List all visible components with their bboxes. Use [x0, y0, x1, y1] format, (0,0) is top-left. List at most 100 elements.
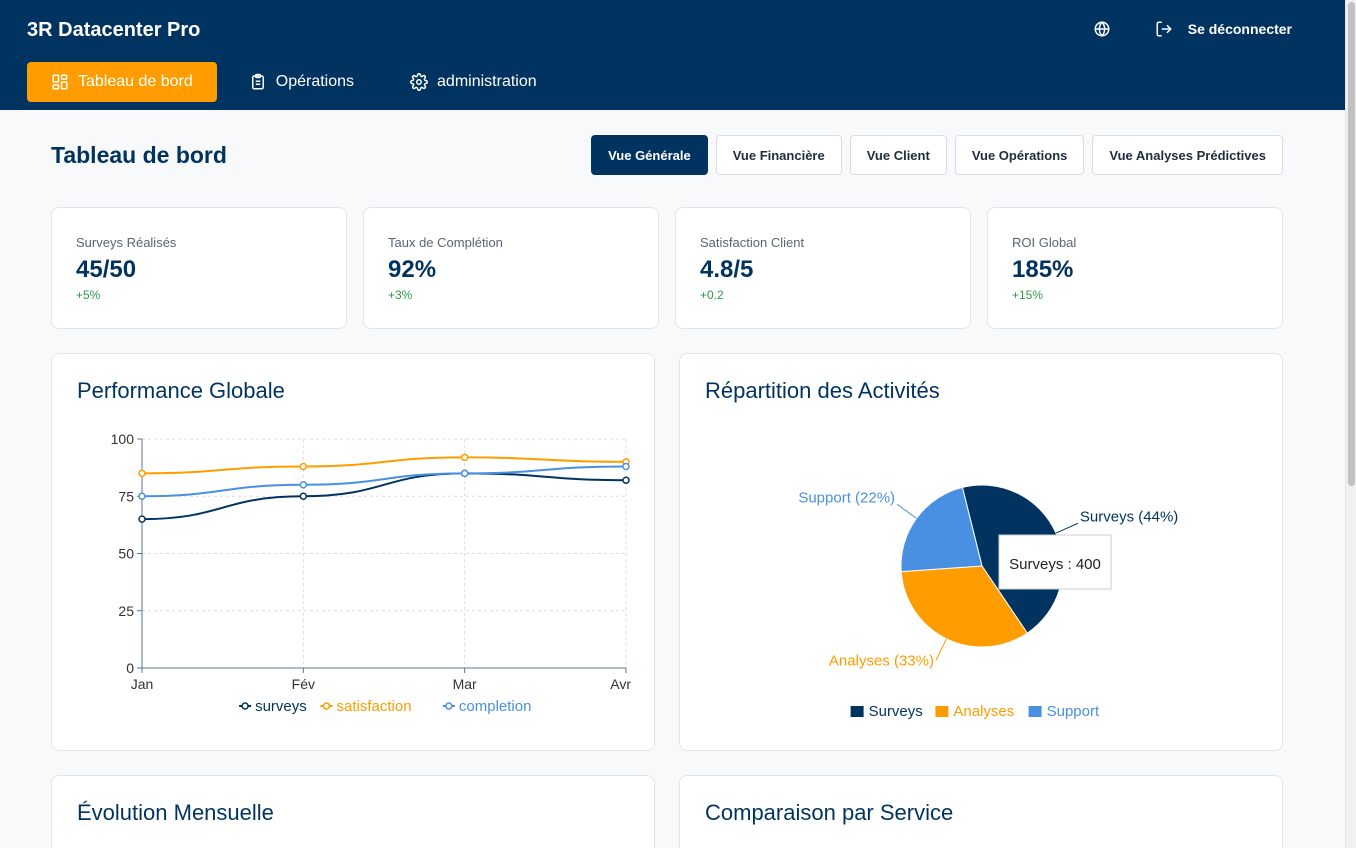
kpi-label: Surveys Réalisés	[76, 235, 177, 250]
pie-leader-line	[1055, 522, 1079, 534]
legend-item-support: Support	[1028, 703, 1100, 720]
tab-vue-generale[interactable]: Vue Générale	[591, 135, 708, 175]
legend-item-analyses: Analyses	[935, 703, 1014, 720]
nav-item-operations[interactable]: Opérations	[227, 62, 400, 102]
legend-swatch	[935, 706, 949, 717]
kpi-value: 45/50	[76, 256, 137, 283]
gear-icon	[410, 73, 428, 91]
x-tick-label: Mar	[453, 676, 477, 692]
comparaison-card: Comparaison par Service	[679, 775, 1283, 848]
data-point-surveys	[622, 476, 630, 484]
tab-vue-analyses-predictives[interactable]: Vue Analyses Prédictives	[1092, 135, 1283, 175]
data-point-completion	[460, 469, 469, 478]
x-tick-label: Jan	[131, 676, 154, 692]
clipboard-icon	[251, 73, 264, 90]
kpi-label: Taux de Complétion	[388, 235, 503, 250]
pie-label-support: Support (22%)	[798, 489, 895, 506]
data-point-satisfaction	[138, 469, 146, 478]
kpi-delta: +15%	[1012, 288, 1044, 302]
series-line-completion	[141, 465, 627, 498]
pie-label-surveys: Surveys (44%)	[1080, 508, 1178, 525]
pie-tooltip: Surveys : 400	[998, 534, 1112, 590]
repartition-card: Répartition des Activités Surveys (44%) A…	[679, 353, 1283, 751]
kpi-delta: +5%	[76, 288, 101, 302]
pie-chart: Surveys (44%) Analyses (33%) Support (22%)…	[798, 484, 1178, 720]
y-tick-label: 100	[111, 431, 135, 447]
nav-item-label: administration	[437, 73, 537, 90]
pie-tooltip-text: Surveys : 400	[1009, 556, 1101, 573]
globe-icon[interactable]	[1093, 20, 1111, 38]
legend-label: Support	[1047, 703, 1100, 720]
y-tick-label: 25	[118, 603, 134, 619]
logout-icon	[1156, 21, 1172, 37]
kpi-label: ROI Global	[1012, 235, 1077, 250]
legend-label: Surveys	[869, 703, 923, 720]
top-bar: 3R Datacenter Pro Se déconnecter Tableau…	[0, 0, 1345, 110]
pie-leader-line	[935, 638, 947, 661]
y-tick-label: 75	[118, 488, 134, 504]
page-scrollbar[interactable]	[1345, 0, 1356, 848]
card-title: Comparaison par Service	[705, 800, 954, 825]
kpi-card-completion: Taux de Complétion 92% +3%	[363, 207, 659, 329]
y-tick-label: 0	[126, 660, 134, 676]
scrollbar-thumb[interactable]	[1348, 2, 1355, 486]
legend-label: surveys	[255, 698, 307, 715]
legend-marker	[322, 702, 331, 710]
x-tick-label: Avr	[610, 676, 631, 692]
kpi-delta: +3%	[388, 288, 413, 302]
legend-swatch	[850, 706, 864, 717]
data-point-completion	[299, 481, 308, 489]
legend-label: satisfaction	[337, 698, 412, 715]
kpi-value: 92%	[388, 256, 437, 283]
card-title: Évolution Mensuelle	[77, 800, 274, 825]
performance-card: Performance Globale 0 25 50 75 100 Jan Fév Mar A…	[51, 353, 655, 751]
y-tick-label: 50	[118, 546, 134, 562]
series-line-surveys	[141, 472, 627, 521]
nav-item-label: Tableau de bord	[78, 73, 193, 90]
logout-button[interactable]: Se déconnecter	[1155, 20, 1292, 38]
legend-swatch	[1028, 706, 1042, 717]
legend-marker	[445, 702, 453, 710]
pie-leader-line	[896, 503, 917, 519]
pie-tooltip-box	[998, 534, 1112, 590]
kpi-card-satisfaction: Satisfaction Client 4.8/5 +0.2	[675, 207, 971, 329]
data-point-satisfaction	[460, 453, 469, 462]
logout-label: Se déconnecter	[1187, 21, 1292, 37]
legend-item-surveys: Surveys	[850, 703, 923, 720]
data-point-satisfaction	[299, 462, 308, 471]
page-title: Tableau de bord	[51, 142, 227, 168]
kpi-card-roi: ROI Global 185% +15%	[987, 207, 1283, 329]
card-title: Répartition des Activités	[705, 378, 940, 403]
tab-vue-client[interactable]: Vue Client	[849, 135, 947, 175]
kpi-value: 4.8/5	[700, 256, 754, 283]
series-line-satisfaction	[141, 456, 627, 475]
kpi-value: 185%	[1012, 256, 1074, 283]
tab-vue-operations[interactable]: Vue Opérations	[954, 135, 1085, 175]
nav-item-label: Opérations	[275, 73, 355, 90]
top-actions: Se déconnecter	[1093, 20, 1292, 38]
legend-item-completion: completion	[442, 698, 532, 715]
data-point-completion	[138, 492, 146, 500]
app-brand: 3R Datacenter Pro	[27, 19, 201, 41]
data-point-surveys	[299, 492, 308, 500]
kpi-delta: +0.2	[700, 288, 724, 302]
card-title: Performance Globale	[77, 378, 285, 403]
view-tabs: Vue Générale Vue Financière Vue Client V…	[583, 135, 1283, 175]
dashboard-icon	[52, 74, 68, 90]
legend-marker	[241, 702, 249, 710]
pie-slice-analyses	[900, 565, 1028, 648]
data-point-surveys	[138, 515, 146, 523]
nav-item-tableau-de-bord[interactable]: Tableau de bord	[27, 62, 217, 102]
legend-item-surveys: surveys	[239, 698, 307, 715]
data-point-completion	[622, 462, 630, 471]
x-tick-label: Fév	[292, 676, 315, 692]
legend-label: Analyses	[953, 703, 1014, 720]
tab-vue-financiere[interactable]: Vue Financière	[715, 135, 842, 175]
nav-item-administration[interactable]: administration	[410, 62, 561, 102]
main-nav: Tableau de bord Opérations administratio…	[27, 62, 571, 102]
evolution-card: Évolution Mensuelle	[51, 775, 655, 848]
kpi-card-surveys: Surveys Réalisés 45/50 +5%	[51, 207, 347, 329]
pie-label-analyses: Analyses (33%)	[829, 652, 934, 669]
legend-label: completion	[459, 698, 532, 715]
legend-item-satisfaction: satisfaction	[320, 698, 412, 715]
